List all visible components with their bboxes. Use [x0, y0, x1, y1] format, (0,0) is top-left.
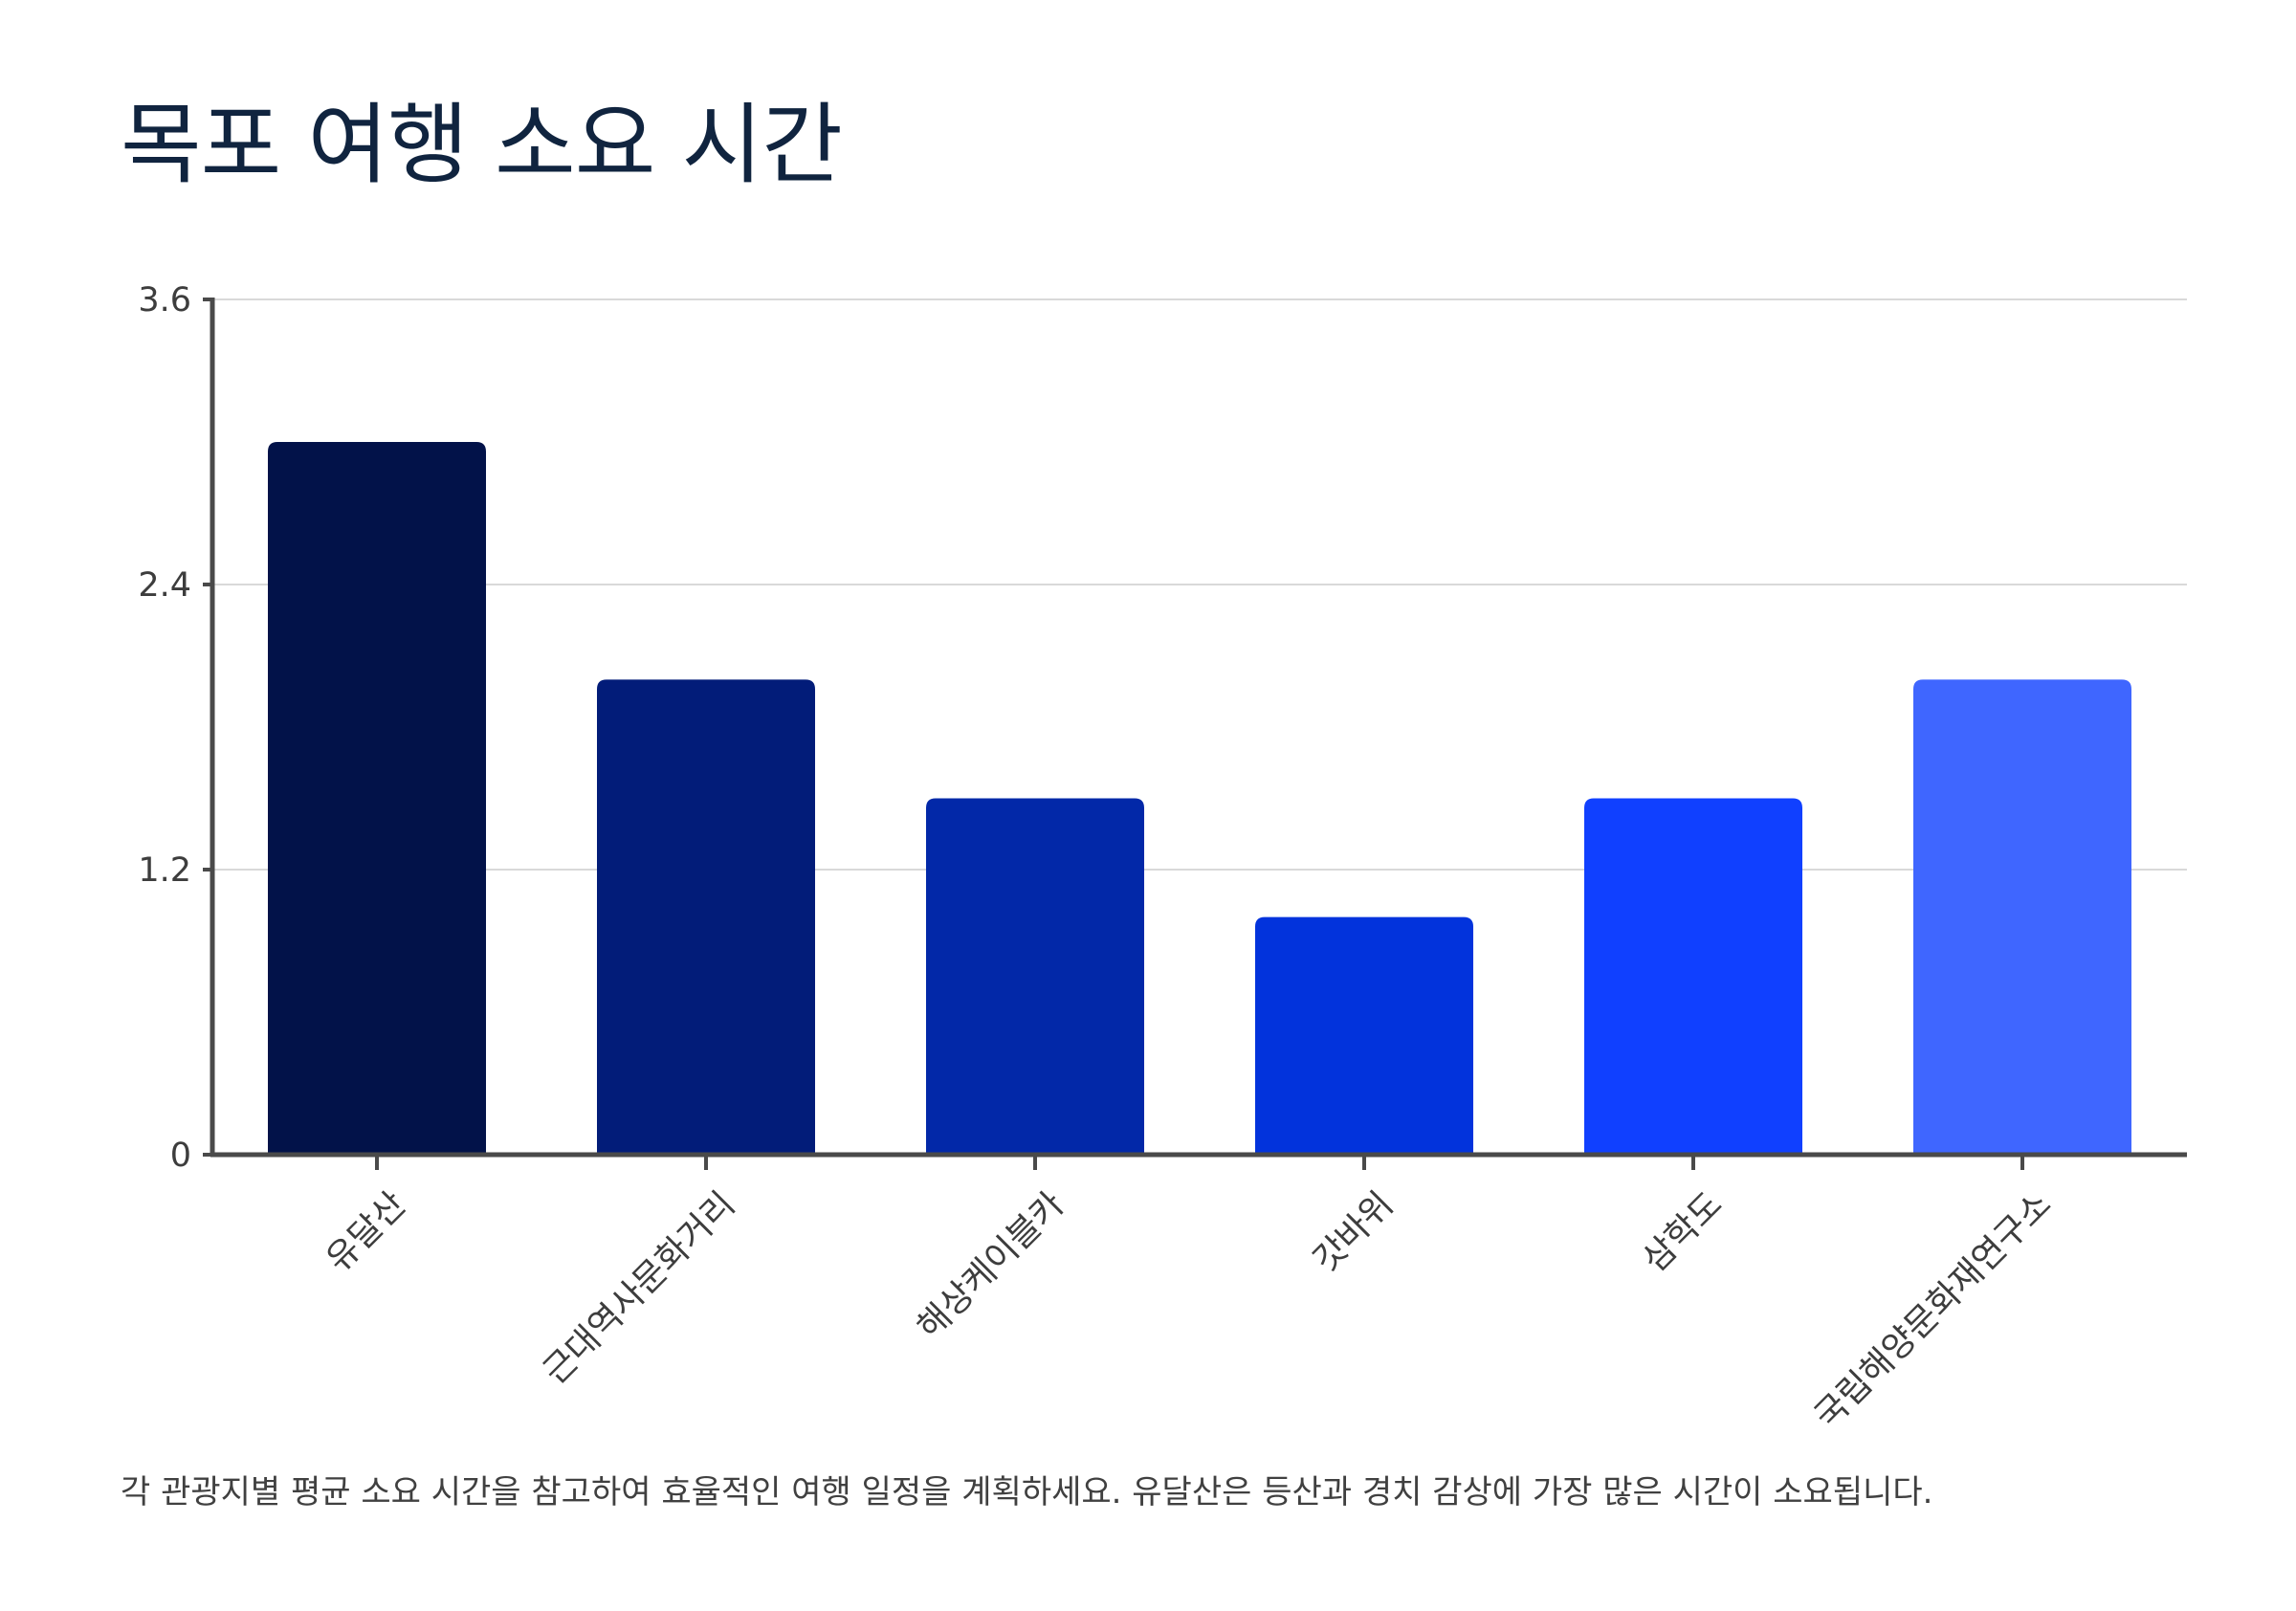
- y-axis-ticks: 0 1.2 2.4 3.6: [138, 281, 212, 1175]
- bar-5: [1584, 798, 1802, 1155]
- y-tick-label: 1.2: [138, 851, 191, 890]
- x-axis-ticks: 유달산 근대역사문화거리 해상케이블카 갓바위 삼학도 국립해양문화재연구소: [319, 1155, 2059, 1437]
- y-tick-label: 2.4: [138, 566, 191, 605]
- page-title: 목포 여행 소요 시간: [121, 94, 843, 196]
- gridlines: [212, 298, 2187, 871]
- y-tick-label: 0: [170, 1137, 191, 1175]
- bar-4: [1255, 916, 1473, 1155]
- x-tick-label: 해상케이블카: [910, 1184, 1072, 1347]
- bar-2: [597, 679, 815, 1155]
- bars: [268, 442, 2131, 1155]
- x-tick-label: 근대역사문화거리: [536, 1184, 742, 1391]
- axes: [210, 298, 2187, 1158]
- x-tick-label: 유달산: [319, 1184, 413, 1279]
- x-tick-label: 갓바위: [1306, 1184, 1401, 1279]
- bar-1: [268, 442, 486, 1155]
- x-tick-label: 국립해양문화재연구소: [1807, 1184, 2059, 1436]
- chart-footnote: 각 관광지별 평균 소요 시간을 참고하여 효율적인 여행 일정을 계획하세요.…: [121, 1473, 1933, 1512]
- y-tick-label: 3.6: [138, 281, 191, 320]
- bar-3: [926, 798, 1144, 1155]
- bar-6: [1913, 679, 2131, 1155]
- x-tick-label: 삼학도: [1635, 1184, 1730, 1279]
